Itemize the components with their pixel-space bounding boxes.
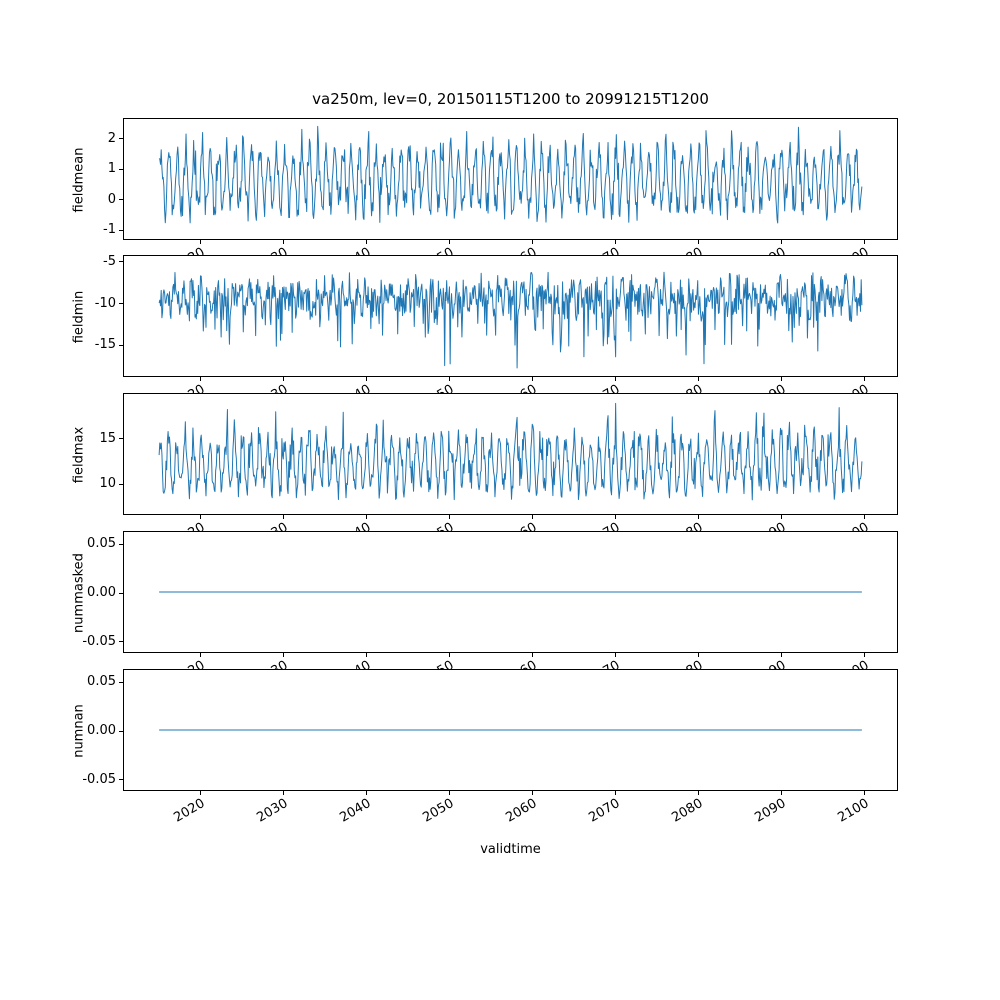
x-tick-mark bbox=[780, 791, 782, 795]
x-tick-mark bbox=[282, 515, 284, 519]
x-tick-mark bbox=[365, 515, 367, 519]
x-tick-labels: 2020 2030 2040 2050 2060 2070 2080 2090 2100 bbox=[124, 794, 897, 834]
y-tick-label: -0.05 bbox=[82, 633, 116, 649]
subplot-fieldmax: fieldmax15102020203020402050206020702080… bbox=[72, 393, 898, 550]
x-tick-mark bbox=[448, 515, 450, 519]
x-tick-mark bbox=[697, 515, 699, 519]
subplot-nummasked: nummasked0.050.00-0.05202020302040205020… bbox=[72, 531, 898, 688]
y-tick-mark bbox=[119, 681, 123, 683]
subplot-numnan: numnan 0.05 0.00 -0.05 2020 2030 2040 2050 2060 2… bbox=[72, 669, 898, 826]
y-tick-label: -10 bbox=[94, 295, 116, 311]
x-tick-label: 2030 bbox=[254, 796, 291, 826]
x-tick-label: 2060 bbox=[503, 796, 540, 826]
x-tick-mark bbox=[780, 240, 782, 244]
x-tick-mark bbox=[282, 791, 284, 795]
subplot-fieldmean: fieldmean210-120202030204020502060207020… bbox=[72, 118, 898, 275]
x-tick-mark bbox=[531, 377, 533, 381]
y-tick-label: -5 bbox=[103, 253, 116, 269]
x-tick-mark bbox=[448, 791, 450, 795]
x-tick-mark bbox=[199, 240, 201, 244]
x-axis-label: validtime bbox=[480, 842, 541, 857]
x-tick-mark bbox=[365, 240, 367, 244]
x-tick-mark bbox=[282, 377, 284, 381]
y-tick-mark bbox=[119, 303, 123, 305]
line-series-numnan bbox=[159, 729, 862, 731]
y-tick-label: -0.05 bbox=[82, 771, 116, 787]
x-tick-label: 2070 bbox=[586, 796, 623, 826]
x-tick-mark bbox=[697, 791, 699, 795]
x-tick-label: 2100 bbox=[835, 796, 872, 826]
x-tick-mark bbox=[199, 377, 201, 381]
line-series-fieldmax bbox=[158, 402, 863, 501]
y-tick-mark bbox=[119, 138, 123, 140]
x-tick-mark bbox=[199, 653, 201, 657]
y-tick-label: 1 bbox=[107, 161, 116, 177]
x-tick-mark bbox=[614, 240, 616, 244]
x-tick-mark bbox=[365, 791, 367, 795]
y-tick-label: 0.05 bbox=[87, 536, 116, 552]
y-tick-mark bbox=[119, 344, 123, 346]
x-tick-label: 2080 bbox=[669, 796, 706, 826]
x-tick-mark bbox=[863, 377, 865, 381]
y-tick-label: -15 bbox=[94, 337, 116, 353]
y-tick-label: 15 bbox=[99, 430, 116, 446]
x-tick-mark bbox=[531, 653, 533, 657]
x-tick-mark bbox=[697, 653, 699, 657]
x-tick-mark bbox=[199, 791, 201, 795]
x-tick-mark bbox=[199, 515, 201, 519]
x-tick-mark bbox=[365, 377, 367, 381]
x-tick-mark bbox=[531, 515, 533, 519]
x-tick-mark bbox=[531, 791, 533, 795]
x-tick-mark bbox=[863, 653, 865, 657]
subplot-fieldmin: fieldmin-5-10-15202020302040205020602070… bbox=[72, 254, 898, 412]
x-tick-label: 2020 bbox=[171, 796, 208, 826]
x-tick-label: 2040 bbox=[337, 796, 374, 826]
x-tick-mark bbox=[697, 377, 699, 381]
y-tick-label: -1 bbox=[103, 222, 116, 238]
y-tick-mark bbox=[119, 730, 123, 732]
y-tick-mark bbox=[119, 779, 123, 781]
y-tick-mark bbox=[119, 199, 123, 201]
line-series-fieldmin bbox=[158, 271, 863, 369]
x-tick-label: 2050 bbox=[420, 796, 457, 826]
y-tick-mark bbox=[119, 641, 123, 643]
x-tick-mark bbox=[614, 515, 616, 519]
x-tick-mark bbox=[780, 653, 782, 657]
y-tick-mark bbox=[119, 592, 123, 594]
y-tick-label: 10 bbox=[99, 476, 116, 492]
x-tick-mark bbox=[448, 377, 450, 381]
chart-title: va250m, lev=0, 20150115T1200 to 20991215… bbox=[312, 90, 709, 108]
y-tick-label: 0 bbox=[107, 191, 116, 207]
x-tick-mark bbox=[448, 240, 450, 244]
x-tick-mark bbox=[614, 791, 616, 795]
x-tick-mark bbox=[863, 515, 865, 519]
y-tick-label: 0.05 bbox=[87, 674, 116, 690]
x-tick-mark bbox=[614, 653, 616, 657]
line-series-fieldmean bbox=[158, 125, 863, 224]
y-tick-mark bbox=[119, 483, 123, 485]
x-tick-mark bbox=[531, 240, 533, 244]
y-tick-mark bbox=[119, 261, 123, 263]
y-tick-mark bbox=[119, 438, 123, 440]
x-tick-label: 2090 bbox=[752, 796, 789, 826]
x-tick-mark bbox=[863, 240, 865, 244]
x-tick-mark bbox=[863, 791, 865, 795]
y-tick-mark bbox=[119, 543, 123, 545]
x-tick-mark bbox=[780, 377, 782, 381]
line-series-nummasked bbox=[159, 591, 862, 593]
x-tick-mark bbox=[780, 515, 782, 519]
y-tick-label: 0.00 bbox=[87, 585, 116, 600]
x-tick-mark bbox=[365, 653, 367, 657]
y-tick-label: 2 bbox=[107, 130, 116, 146]
y-tick-mark bbox=[119, 229, 123, 231]
x-tick-mark bbox=[282, 240, 284, 244]
y-tick-mark bbox=[119, 168, 123, 170]
x-tick-mark bbox=[282, 653, 284, 657]
y-tick-label: 0.00 bbox=[87, 723, 116, 738]
x-tick-mark bbox=[697, 240, 699, 244]
x-tick-mark bbox=[448, 653, 450, 657]
x-tick-mark bbox=[614, 377, 616, 381]
